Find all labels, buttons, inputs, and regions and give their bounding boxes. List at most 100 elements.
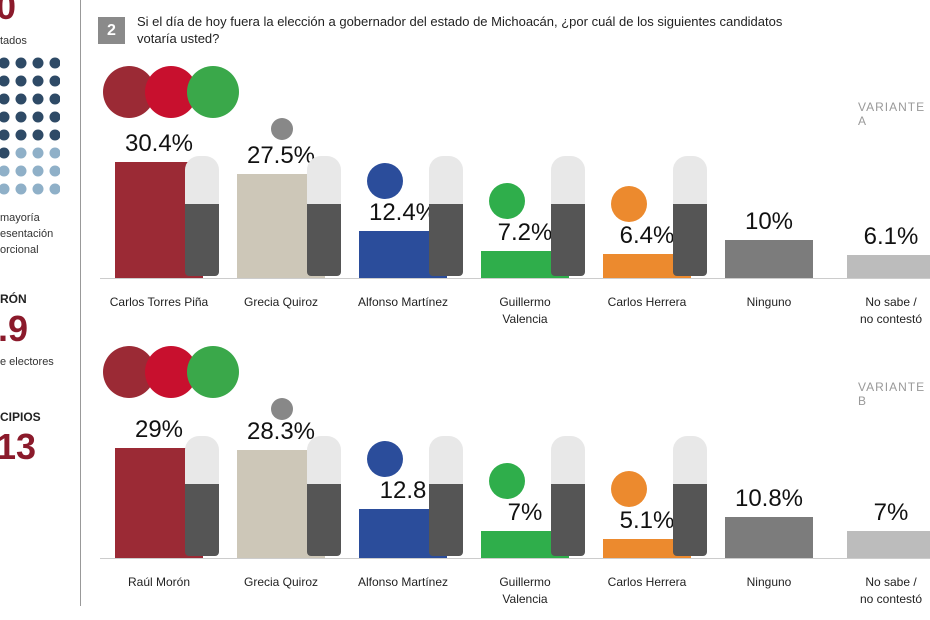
party-logo xyxy=(611,470,647,507)
category-label: Carlos Torres Piña xyxy=(109,295,209,309)
category-label: Guillermo Valencia xyxy=(499,575,551,606)
dot xyxy=(32,57,44,69)
bar xyxy=(847,531,930,558)
dot xyxy=(15,183,27,195)
dot xyxy=(32,111,44,123)
question-text: Si el día de hoy fuera la elección a gob… xyxy=(137,14,783,46)
value-label: 30.4% xyxy=(124,130,194,158)
dot xyxy=(49,75,60,87)
candidate-photo xyxy=(673,436,707,556)
question-number: 2 xyxy=(98,17,125,44)
dot xyxy=(15,57,27,69)
dot xyxy=(0,111,10,123)
candidate-photo xyxy=(429,436,463,556)
value-label: 7% xyxy=(873,499,909,527)
value-label: 12.8 xyxy=(379,477,427,505)
value-label: 7.2% xyxy=(497,218,553,246)
dot xyxy=(49,165,60,177)
dot xyxy=(0,165,10,177)
candidate-photo xyxy=(551,156,585,276)
dot xyxy=(0,147,10,159)
value-label: 28.3% xyxy=(246,418,316,446)
party-logo xyxy=(187,66,239,118)
sidebar-number: 13 xyxy=(0,426,37,467)
dot xyxy=(0,183,10,195)
candidate-photo xyxy=(185,156,219,276)
dot xyxy=(49,129,60,141)
party-logo xyxy=(271,118,293,140)
dot-grid xyxy=(0,57,60,195)
category-label: No sabe / no contestó xyxy=(859,575,923,606)
sidebar-heading: RÓN xyxy=(0,292,27,306)
dot xyxy=(32,147,44,159)
value-label: 5.1% xyxy=(619,506,675,534)
dot xyxy=(15,129,27,141)
value-label: 10% xyxy=(744,208,794,235)
dot xyxy=(15,75,27,87)
value-label: 27.5% xyxy=(246,141,316,169)
category-label: Ninguno xyxy=(746,575,792,589)
dot xyxy=(32,75,44,87)
dot xyxy=(32,93,44,105)
category-label: Alfonso Martínez xyxy=(357,295,449,309)
chart-title: VARIANTE B xyxy=(858,380,926,408)
dot xyxy=(32,129,44,141)
dot xyxy=(0,75,10,87)
party-logo xyxy=(367,441,403,478)
baseline xyxy=(100,558,930,559)
party-logo xyxy=(489,182,525,219)
category-label: Ninguno xyxy=(746,295,792,309)
value-label: 10.8% xyxy=(734,484,804,512)
value-label: 7% xyxy=(507,499,543,527)
dot xyxy=(49,93,60,105)
dot xyxy=(0,93,10,105)
chart-title: VARIANTE A xyxy=(858,100,926,128)
value-label: 6.1% xyxy=(863,222,919,250)
category-label: No sabe / no contestó xyxy=(859,295,923,326)
dot xyxy=(49,147,60,159)
dot xyxy=(49,111,60,123)
party-logo xyxy=(271,398,293,420)
party-logo xyxy=(611,185,647,222)
divider xyxy=(80,0,81,606)
bar xyxy=(603,538,691,558)
dot xyxy=(15,165,27,177)
dot xyxy=(15,111,27,123)
bar xyxy=(847,254,930,278)
value-label: 12.4% xyxy=(368,198,438,226)
category-label: Carlos Herrera xyxy=(607,295,687,309)
value-label: 29% xyxy=(134,415,184,443)
category-label: Alfonso Martínez xyxy=(357,575,449,589)
dot xyxy=(32,165,44,177)
sidebar-caption: tados xyxy=(0,35,27,47)
party-logo xyxy=(489,463,525,500)
dot xyxy=(49,57,60,69)
category-label: Grecia Quiroz xyxy=(243,575,319,589)
candidate-photo xyxy=(673,156,707,276)
dot xyxy=(0,57,10,69)
dot xyxy=(49,183,60,195)
dot xyxy=(0,129,10,141)
candidate-photo xyxy=(185,436,219,556)
baseline xyxy=(100,278,930,279)
candidate-photo xyxy=(551,436,585,556)
sidebar-caption: e electores xyxy=(0,356,54,368)
party-logo xyxy=(187,346,239,398)
sidebar-number: .9 xyxy=(0,308,29,349)
party-logo xyxy=(367,162,403,199)
value-label: 6.4% xyxy=(619,221,675,249)
bar xyxy=(725,516,813,558)
candidate-photo xyxy=(307,156,341,276)
dot xyxy=(32,183,44,195)
dot xyxy=(15,147,27,159)
sidebar-heading: CIPIOS xyxy=(0,410,41,424)
candidate-photo xyxy=(429,156,463,276)
sidebar-number: 0 xyxy=(0,0,17,27)
bar xyxy=(725,240,813,278)
category-label: Guillermo Valencia xyxy=(499,295,551,326)
sidebar-note: mayoría esentación orcional xyxy=(0,212,54,256)
dot xyxy=(15,93,27,105)
category-label: Grecia Quiroz xyxy=(243,295,319,309)
category-label: Carlos Herrera xyxy=(607,575,687,589)
